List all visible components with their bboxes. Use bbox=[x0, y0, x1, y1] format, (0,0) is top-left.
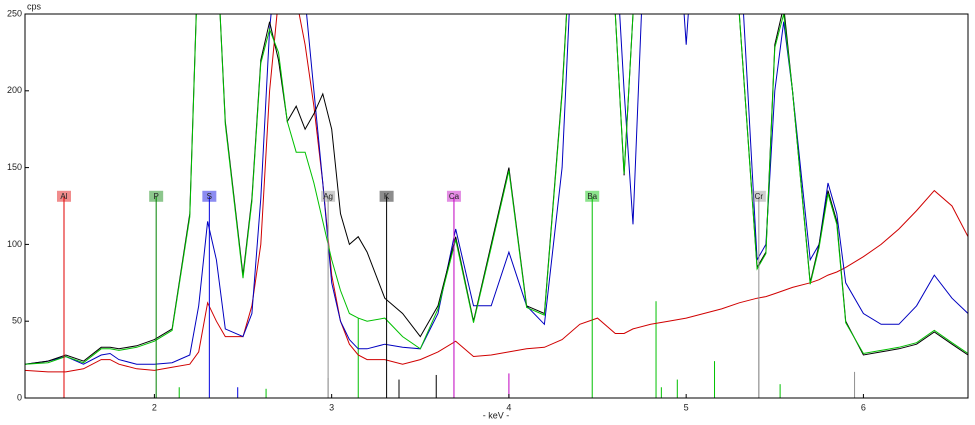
marker-label: Ba bbox=[585, 190, 600, 202]
marker-label-box bbox=[321, 190, 336, 202]
spectrum-line bbox=[25, 14, 968, 373]
x-tick-label: 5 bbox=[684, 402, 689, 412]
y-tick-label: 150 bbox=[7, 162, 22, 172]
plot-frame bbox=[24, 13, 969, 399]
marker-label: Ag bbox=[321, 190, 336, 202]
y-tick-label: 200 bbox=[7, 85, 22, 95]
y-tick-label: 250 bbox=[7, 8, 22, 18]
marker-label-text: S bbox=[207, 192, 212, 201]
marker-label-box bbox=[56, 190, 71, 202]
marker-label-box bbox=[149, 190, 164, 202]
marker-label-box bbox=[585, 190, 600, 202]
y-tick-label: 0 bbox=[17, 392, 22, 402]
marker-label: P bbox=[149, 190, 164, 202]
marker-label-box bbox=[379, 190, 394, 202]
marker-label-text: Ba bbox=[587, 192, 597, 201]
spectrum-line bbox=[25, 14, 968, 365]
marker-label: K bbox=[379, 190, 394, 202]
marker-label-box bbox=[446, 190, 461, 202]
marker-label: S bbox=[202, 190, 217, 202]
x-tick-label: 4 bbox=[506, 402, 511, 412]
marker-label-text: Ca bbox=[449, 192, 460, 201]
x-tick-label: 3 bbox=[329, 402, 334, 412]
marker-label: Al bbox=[56, 190, 71, 202]
plot-area bbox=[25, 14, 968, 398]
marker-label-text: Al bbox=[60, 192, 67, 201]
marker-label: Ca bbox=[446, 190, 461, 202]
marker-label-text: P bbox=[153, 192, 158, 201]
y-tick-label: 50 bbox=[12, 316, 22, 326]
marker-label-box bbox=[202, 190, 217, 202]
x-tick-label: 6 bbox=[861, 402, 866, 412]
x-axis-label: - keV - bbox=[483, 410, 510, 420]
marker-label-text: K bbox=[384, 192, 390, 201]
y-tick-label: 100 bbox=[7, 239, 22, 249]
marker-label-box bbox=[751, 190, 766, 202]
x-tick-label: 2 bbox=[152, 402, 157, 412]
marker-label: Cr bbox=[751, 190, 766, 202]
y-unit: cps bbox=[27, 1, 42, 11]
marker-label-text: Cr bbox=[755, 192, 764, 201]
marker-label-text: Ag bbox=[323, 192, 333, 201]
spectrum-line bbox=[25, 14, 968, 365]
